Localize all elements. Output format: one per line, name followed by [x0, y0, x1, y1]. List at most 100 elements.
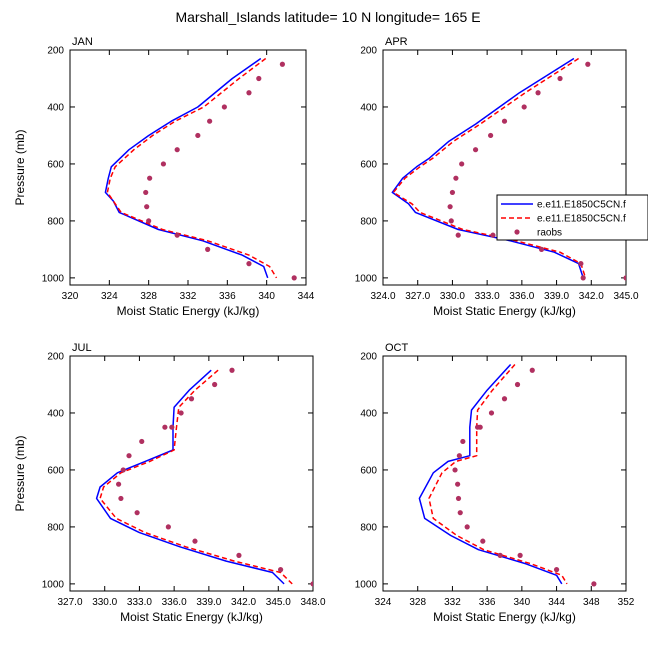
y-tick-label: 600	[47, 465, 64, 476]
y-tick-label: 400	[360, 102, 377, 113]
x-tick-label: 320	[62, 291, 79, 302]
raobs-point	[192, 538, 198, 544]
x-tick-label: 340	[514, 597, 531, 608]
plot-area	[391, 57, 626, 281]
raobs-point	[178, 410, 184, 416]
raobs-point	[457, 510, 463, 516]
x-tick-label: 324	[375, 597, 392, 608]
raobs-point	[116, 481, 122, 487]
raobs-point	[480, 538, 486, 544]
y-tick-label: 1000	[42, 579, 65, 590]
raobs-point	[246, 90, 252, 96]
raobs-point	[207, 118, 213, 124]
x-axis-label: Moist Static Energy (kJ/kg)	[433, 610, 576, 624]
x-tick-label: 348	[583, 597, 600, 608]
x-tick-label: 333.0	[475, 291, 500, 302]
x-tick-label: 327.0	[57, 597, 82, 608]
y-tick-label: 200	[47, 46, 64, 57]
raobs-point	[448, 218, 454, 224]
y-tick-label: 200	[47, 352, 64, 363]
y-tick-label: 800	[360, 216, 377, 227]
raobs-point	[279, 61, 285, 67]
x-tick-label: 344	[548, 597, 565, 608]
plot-area	[104, 57, 297, 281]
raobs-point	[474, 424, 481, 430]
panel-title: JUL	[72, 342, 92, 354]
raobs-point	[501, 118, 508, 124]
raobs-point	[169, 424, 175, 430]
x-tick-label: 328	[140, 291, 157, 302]
y-axis-label: Pressure (mb)	[13, 129, 27, 205]
y-tick-label: 600	[360, 465, 377, 476]
y-tick-label: 200	[360, 352, 377, 363]
raobs-point	[557, 75, 563, 82]
raobs-point	[120, 467, 126, 473]
raobs-point	[455, 481, 461, 487]
y-tick-label: 400	[360, 408, 377, 419]
raobs-point	[144, 204, 150, 210]
panel-jul: JUL 327.0 330.0 333.0 336.0 339.0 342.0 345.0 34…	[13, 342, 326, 624]
raobs-point	[578, 261, 584, 267]
x-tick-label: 324	[101, 291, 118, 302]
y-tick-label: 800	[47, 522, 64, 533]
x-tick-label: 339.0	[196, 597, 221, 608]
raobs-point	[118, 495, 124, 502]
x-tick-label: 330.0	[440, 291, 465, 302]
plot-area	[418, 363, 597, 587]
raobs-point	[538, 246, 545, 252]
x-tick-label: 336	[479, 597, 496, 608]
x-tick-label: 342.0	[579, 291, 604, 302]
raobs-point	[521, 104, 527, 110]
raobs-point	[188, 396, 195, 402]
raobs-point	[212, 381, 218, 388]
raobs-point	[497, 552, 503, 558]
x-tick-label: 336.0	[162, 597, 187, 608]
raobs-point	[517, 552, 523, 558]
plot-frame	[69, 355, 314, 592]
x-tick-label: 336	[219, 291, 236, 302]
x-tick-label: 344	[298, 291, 315, 302]
legend-marker-raobs	[514, 229, 520, 235]
raobs-point	[447, 204, 453, 210]
raobs-point	[490, 232, 496, 238]
raobs-point	[580, 275, 586, 281]
y-tick-label: 1000	[355, 579, 378, 590]
raobs-point	[529, 367, 535, 373]
y-tick-label: 1000	[42, 273, 65, 284]
series-line-model-1	[95, 369, 285, 585]
x-tick-label: 348.0	[300, 597, 325, 608]
figure-title: Marshall_Islands latitude= 10 N longitud…	[175, 9, 480, 25]
panel-title: APR	[385, 36, 408, 48]
raobs-point	[143, 189, 149, 196]
x-tick-label: 324.0	[370, 291, 395, 302]
legend-label: e.e11.E1850C5CN.f	[537, 214, 626, 225]
x-axis-label: Moist Static Energy (kJ/kg)	[433, 304, 576, 318]
panel-apr: APR 324.0 327.0 330.0 333.0 336.0 339.0 342.0 34…	[355, 36, 639, 318]
raobs-point	[472, 147, 479, 153]
x-tick-label: 332	[444, 597, 461, 608]
panels: JAN 320 324 328 332 336 340 344 200 400 600 800 1000…	[13, 36, 639, 624]
raobs-point	[291, 275, 297, 281]
legend-label: raobs	[537, 228, 562, 239]
legend-label: e.e11.E1850C5CN.f	[537, 200, 626, 211]
plot-area	[95, 367, 313, 587]
raobs-point	[455, 232, 461, 238]
raobs-point	[623, 275, 626, 281]
raobs-point	[195, 132, 201, 139]
panel-oct: OCT 324 328 332 336 340 344 348 352 200 400 600 800 1…	[355, 342, 635, 624]
x-tick-label: 340	[258, 291, 275, 302]
series-line-model-1	[104, 57, 269, 279]
legend: e.e11.E1850C5CN.f e.e11.E1850C5CN.f raobs	[496, 194, 648, 241]
x-tick-label: 327.0	[405, 291, 430, 302]
series-line-model-2	[428, 364, 568, 585]
raobs-point	[464, 524, 470, 530]
x-tick-label: 332	[180, 291, 197, 302]
x-tick-label: 339.0	[544, 291, 569, 302]
raobs-point	[229, 367, 235, 373]
raobs-point	[165, 524, 171, 530]
x-tick-label: 352	[618, 597, 635, 608]
raobs-point	[162, 424, 168, 430]
raobs-point	[174, 147, 180, 153]
raobs-point	[449, 189, 456, 196]
